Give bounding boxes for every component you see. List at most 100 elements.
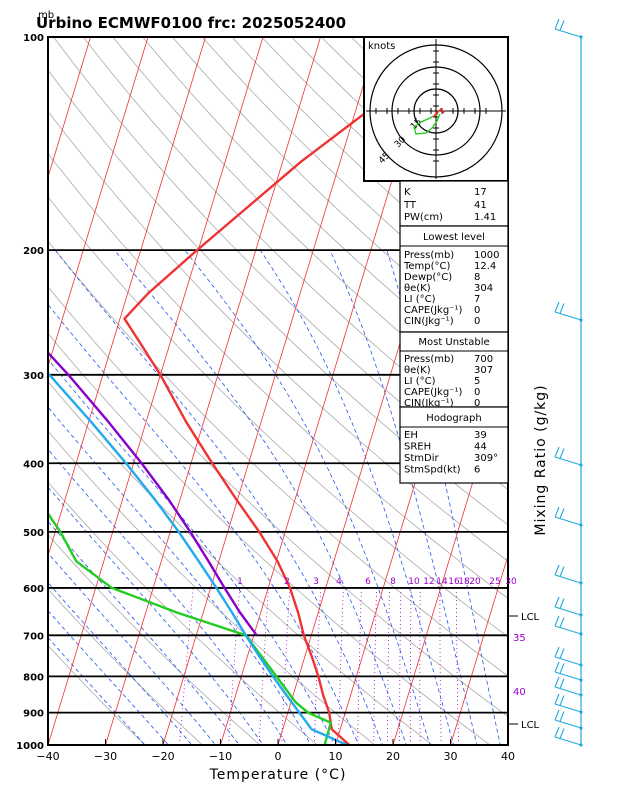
index-pw-value: 1.41: [474, 212, 496, 223]
mixing-ratio-label: 18: [458, 577, 470, 587]
isotherm: [48, 37, 149, 368]
wind-barb-flag: [559, 648, 565, 659]
mixing-ratio-label: 8: [390, 577, 396, 587]
lowest_level-label-2: Dewp(°C): [404, 272, 452, 283]
hodograph-trace: [413, 113, 441, 135]
hodograph-unit: knots: [368, 41, 395, 52]
most_unstable-value-4: 0: [474, 398, 480, 409]
wind-barb: [554, 606, 582, 616]
y-tick-label: 300: [23, 371, 44, 382]
most-unstable-rows: Press(mb) 700 θe(K) 307 LI (°C) 5 CAPE(Jkg⁻¹) 0…: [404, 354, 493, 409]
hodograph_box-label-1: SREH: [404, 442, 431, 453]
mixing-ratio-line: [439, 587, 442, 745]
wind-barb-station: [579, 35, 583, 39]
wind-barb-flag: [559, 566, 565, 577]
hodograph_box-label-2: StmDir: [404, 453, 439, 464]
dry-adiabat: [48, 152, 508, 599]
wind-barb-flag: [554, 446, 560, 458]
hodograph-stats-heading: Hodograph: [426, 413, 481, 424]
wind-barb-flag: [554, 676, 560, 688]
x-tick-label: 40: [501, 750, 515, 763]
hodograph_box-value-2: 309°: [474, 453, 498, 464]
lowest_level-value-2: 8: [474, 272, 480, 283]
mixing-ratio-label: 14: [436, 577, 448, 587]
stability-panel: K 17 TT 41 PW(cm) 1.41 Lowest level Pres…: [399, 180, 509, 484]
mixing-ratio-label: 25: [489, 577, 500, 587]
y-tick-label: 800: [23, 672, 44, 683]
hodograph_box-label-3: StmSpd(kt): [404, 465, 461, 476]
dry-adiabat: [499, 37, 508, 45]
mixing-ratio-label: 3: [313, 577, 319, 587]
wind-barbs: [554, 18, 583, 747]
x-tick-label: −30: [94, 750, 117, 763]
wind-barb-flag: [559, 663, 565, 674]
moist-adiabat: [48, 636, 146, 745]
moist-adiabat: [48, 610, 169, 745]
lowest_level-value-4: 7: [474, 294, 480, 305]
wind-barb-flag: [554, 726, 560, 738]
dry-adiabat: [112, 37, 508, 423]
lcl-label-upper: LCL: [521, 612, 540, 623]
lowest_level-value-1: 12.4: [474, 261, 496, 272]
profile-series-3: [48, 351, 258, 637]
wind-barb-station: [579, 663, 583, 667]
chart-title: Urbino ECMWF0100 frc: 2025052400: [36, 14, 346, 32]
lowest_level-label-6: CIN(Jkg⁻¹): [404, 316, 454, 327]
most_unstable-label-4: CIN(Jkg⁻¹): [404, 398, 454, 409]
lowest_level-label-4: LI (°C): [404, 294, 436, 305]
y-tick-label: 1000: [16, 741, 44, 752]
y-tick-label: 200: [23, 246, 44, 257]
isotherm: [48, 37, 264, 745]
lowest_level-label-3: θe(K): [404, 283, 431, 294]
moist-adiabat: [329, 249, 478, 745]
index-k-label: K: [404, 187, 411, 198]
pressure-unit-label: mb: [38, 10, 54, 21]
wind-barb-flag: [559, 303, 565, 314]
wind-barb-flag: [559, 728, 565, 739]
mixing-ratio-line: [419, 587, 421, 745]
mixing-ratio-label: 6: [365, 577, 371, 587]
wind-barb-flag: [554, 709, 560, 721]
mixing-ratio-line: [179, 587, 194, 745]
moist-adiabat: [48, 358, 336, 745]
wind-barb: [554, 736, 582, 746]
wind-barb: [554, 656, 582, 666]
most_unstable-label-0: Press(mb): [404, 354, 454, 365]
profile-series-0: [123, 37, 467, 745]
index-tt-label: TT: [403, 200, 417, 211]
y-tick-label: 400: [23, 459, 44, 470]
lowest-level-box: [399, 225, 509, 333]
dry-adiabat: [48, 332, 491, 745]
moist-adiabat: [54, 249, 384, 745]
most_unstable-label-3: CAPE(Jkg⁻¹): [404, 387, 462, 398]
index-tt-value: 41: [474, 200, 487, 211]
mixing-ratio-label: 10: [408, 577, 420, 587]
dry-adiabat: [48, 380, 434, 745]
isotherm: [162, 37, 379, 745]
lowest_level-label-5: CAPE(Jkg⁻¹): [404, 305, 462, 316]
lowest_level-label-0: Press(mb): [404, 250, 454, 261]
mixing-ratio-label: 12: [423, 577, 434, 587]
wind-barb: [554, 703, 582, 713]
x-tick-label: 10: [329, 750, 343, 763]
dry-adiabat: [589, 37, 618, 760]
hodograph-stats-rows: EH 39 SREH 44 StmDir 309° StmSpd(kt) 6: [404, 430, 498, 476]
lowest-level-rows: Press(mb) 1000 Temp(°C) 12.4 Dewp(°C) 8 θe(K) 3…: [403, 250, 499, 327]
wind-barb-station: [579, 581, 583, 585]
dry-adiabat: [48, 534, 261, 745]
most-unstable-box: [399, 331, 509, 408]
wind-barb-flag: [554, 564, 560, 576]
most_unstable-label-1: θe(K): [404, 365, 431, 376]
mixing-ratio-label: 4: [336, 577, 342, 587]
wind-barb-flag: [559, 20, 565, 31]
x-tick-label: −40: [36, 750, 59, 763]
wind-barb-flag: [554, 661, 560, 673]
y-tick-label: 600: [23, 584, 44, 595]
wind-barb-flag: [559, 695, 565, 706]
lowest-level-heading: Lowest level: [423, 232, 485, 243]
wind-barb-flag: [554, 646, 560, 658]
y-tick-label: 100: [23, 33, 44, 44]
wind-barb-flag: [554, 693, 560, 705]
